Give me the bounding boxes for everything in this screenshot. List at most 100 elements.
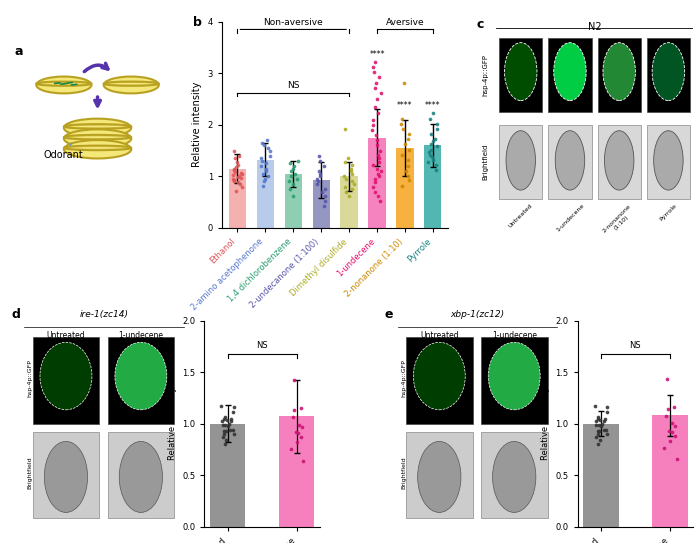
Ellipse shape <box>64 146 131 150</box>
Point <box>229 176 240 185</box>
Point <box>228 174 239 183</box>
FancyBboxPatch shape <box>548 125 592 199</box>
Point <box>372 94 383 103</box>
Ellipse shape <box>413 342 466 410</box>
Point <box>313 177 324 186</box>
Point <box>346 161 357 169</box>
Text: N2: N2 <box>588 22 601 31</box>
Point <box>339 172 350 181</box>
Point <box>400 167 412 175</box>
Point <box>288 376 300 384</box>
Point <box>340 157 351 166</box>
Point <box>425 150 436 159</box>
Text: NS: NS <box>629 342 641 350</box>
Point <box>593 421 604 430</box>
Point <box>230 154 241 162</box>
Point <box>429 135 440 143</box>
Point <box>228 425 239 434</box>
Point <box>346 177 357 186</box>
Point <box>372 150 383 159</box>
Text: hsp-4p::GFP: hsp-4p::GFP <box>401 359 406 397</box>
Bar <box>652 415 688 527</box>
Point <box>314 167 325 175</box>
Point <box>592 414 603 423</box>
Point <box>424 147 435 156</box>
Point <box>260 164 272 173</box>
Point <box>368 161 379 169</box>
Point <box>601 407 612 416</box>
Point <box>425 114 436 123</box>
Point <box>287 192 298 200</box>
Point <box>398 78 409 87</box>
Point <box>222 421 233 430</box>
Point <box>258 181 269 190</box>
Point <box>596 420 608 429</box>
Text: ****: **** <box>397 102 412 110</box>
Ellipse shape <box>119 441 162 513</box>
Bar <box>312 180 330 228</box>
Point <box>590 416 601 425</box>
Point <box>592 430 603 438</box>
Point <box>370 58 381 66</box>
Point <box>318 162 330 171</box>
Point <box>229 177 240 186</box>
Point <box>314 169 326 178</box>
Point <box>375 89 386 97</box>
FancyBboxPatch shape <box>548 38 592 112</box>
Point <box>398 124 409 133</box>
Point <box>599 415 610 424</box>
Ellipse shape <box>652 43 685 100</box>
Point <box>295 404 307 413</box>
Text: NS: NS <box>287 81 300 90</box>
FancyBboxPatch shape <box>481 337 547 424</box>
Text: 1-undecene: 1-undecene <box>118 331 163 340</box>
Point <box>219 413 230 421</box>
Ellipse shape <box>554 43 586 100</box>
Point <box>664 427 675 435</box>
Point <box>589 402 601 411</box>
Point <box>397 114 408 123</box>
FancyBboxPatch shape <box>406 432 473 519</box>
Ellipse shape <box>64 140 131 159</box>
Point <box>669 432 680 440</box>
Point <box>236 182 247 191</box>
Point <box>431 142 442 151</box>
Point <box>296 423 307 432</box>
Point <box>316 187 328 196</box>
Point <box>346 185 358 193</box>
Point <box>258 141 269 150</box>
Point <box>228 146 239 155</box>
Point <box>666 427 678 436</box>
Bar <box>229 168 246 228</box>
Point <box>374 172 385 181</box>
Y-axis label: Relative intensity: Relative intensity <box>193 82 202 167</box>
Point <box>293 420 304 429</box>
Point <box>374 197 386 205</box>
Point <box>320 197 331 205</box>
Point <box>260 167 271 175</box>
Text: NS: NS <box>256 342 268 350</box>
Point <box>233 178 244 187</box>
Point <box>590 433 601 441</box>
Point <box>237 169 248 178</box>
Y-axis label: Relative intensity: Relative intensity <box>168 387 176 460</box>
FancyBboxPatch shape <box>598 125 640 199</box>
Text: xbp-1(zc12): xbp-1(zc12) <box>451 310 505 319</box>
Point <box>594 416 606 425</box>
Point <box>225 426 236 434</box>
Point <box>290 428 302 437</box>
Point <box>598 426 610 434</box>
Ellipse shape <box>603 43 636 100</box>
Point <box>428 137 439 146</box>
Point <box>598 417 610 426</box>
Text: hsp-4p::GFP: hsp-4p::GFP <box>482 54 489 96</box>
Point <box>285 159 296 168</box>
Point <box>229 167 240 176</box>
Text: c: c <box>477 17 484 30</box>
Point <box>262 172 274 181</box>
Ellipse shape <box>68 147 127 149</box>
Point <box>368 182 379 191</box>
Point <box>601 425 612 434</box>
Point <box>284 185 295 193</box>
Text: 1-undecene: 1-undecene <box>491 331 537 340</box>
